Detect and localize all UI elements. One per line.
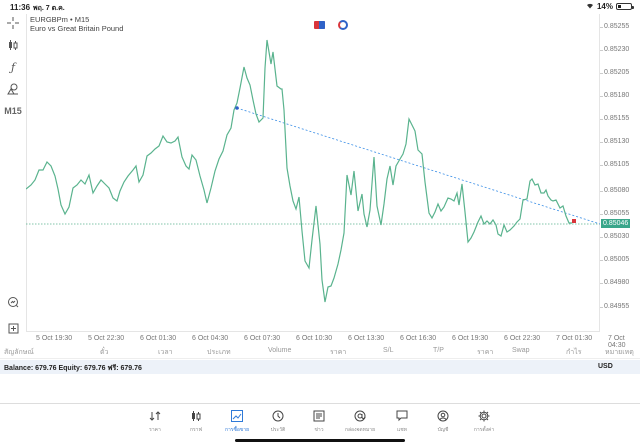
wifi-icon [586, 2, 594, 11]
function-icon[interactable]: ƒ [10, 60, 16, 74]
x-tick: 6 Oct 04:30 [192, 335, 229, 342]
home-indicator[interactable] [235, 439, 405, 442]
x-tick: 6 Oct 10:30 [296, 335, 333, 342]
tab-label: กราฟ [189, 427, 203, 433]
y-tick: 0.85105 [599, 161, 630, 168]
new-order-icon[interactable] [4, 319, 22, 337]
crosshair-icon[interactable] [4, 14, 22, 32]
x-tick: 6 Oct 01:30 [140, 335, 177, 342]
x-tick: 5 Oct 22:30 [88, 335, 125, 342]
currency: USD [598, 363, 613, 370]
tab-label: กล่องจดหมาย [344, 427, 376, 433]
x-tick: 6 Oct 19:30 [452, 335, 489, 342]
tab-mailbox[interactable]: กล่องจดหมาย [340, 409, 380, 434]
tab-label: การตั้งค่า [473, 427, 495, 433]
y-tick: 0.85255 [599, 23, 630, 30]
x-tick: 7 Oct 04:30 [608, 335, 626, 349]
trade-signal-icon[interactable] [4, 293, 22, 311]
price-line-plot [26, 39, 600, 303]
quotes-icon [148, 409, 162, 423]
chat-icon [395, 409, 409, 423]
tab-label: บัญชี [437, 427, 449, 433]
col-symbol[interactable]: สัญลักษณ์ [4, 349, 34, 356]
col-time[interactable]: เวลา [158, 349, 173, 356]
tab-label: ประวัติ [270, 427, 286, 433]
x-tick: 7 Oct 01:30 [556, 335, 593, 342]
tab-trade[interactable]: การซื้อขาย [217, 409, 257, 434]
x-tick: 5 Oct 19:30 [36, 335, 73, 342]
y-tick: 0.85005 [599, 256, 630, 263]
trendline-end-handle[interactable] [572, 219, 576, 223]
positions-table-header: สัญลักษณ์ ตั๋ว เวลา ประเภท Volume ราคา S… [0, 345, 640, 359]
tab-label: ข่าว [314, 427, 324, 433]
y-tick: 0.85180 [599, 92, 630, 99]
tab-news[interactable]: ข่าว [299, 409, 339, 434]
tab-settings[interactable]: การตั้งค่า [464, 409, 504, 434]
tab-quotes[interactable]: ราคา [135, 409, 175, 434]
balance-text: Balance: 679.76 Equity: 679.76 ฟรี: 679.… [4, 365, 142, 372]
tab-history[interactable]: ประวัติ [258, 409, 298, 434]
x-tick: 6 Oct 07:30 [244, 335, 281, 342]
y-tick: 0.85080 [599, 187, 630, 194]
status-bar: 11:36 พฤ. 7 ต.ค. 14% [0, 0, 640, 14]
col-price-current[interactable]: ราคา [477, 349, 494, 356]
current-price-label: 0.85046 [601, 219, 631, 228]
battery-icon [616, 3, 634, 10]
tab-chart[interactable]: กราฟ [176, 409, 216, 434]
tab-account[interactable]: บัญชี [423, 409, 463, 434]
timeframe-button[interactable]: M15 [4, 106, 22, 116]
history-icon [271, 409, 285, 423]
price-axis: 0.85255 0.85230 0.85205 0.85180 0.85155 … [599, 14, 640, 332]
y-tick: 0.85155 [599, 115, 630, 122]
x-tick: 6 Oct 22:30 [504, 335, 541, 342]
chart-frame [26, 14, 600, 332]
trendline-start-handle[interactable] [235, 106, 239, 110]
y-tick: 0.84980 [599, 279, 630, 286]
tab-label: แชท [397, 427, 407, 433]
y-tick: 0.85205 [599, 69, 630, 76]
tab-chat[interactable]: แชท [382, 409, 422, 434]
trade-icon [230, 409, 244, 423]
x-tick: 6 Oct 13:30 [348, 335, 385, 342]
col-profit[interactable]: กำไร [566, 349, 582, 356]
symbol-description: Euro vs Great Britain Pound [30, 24, 124, 33]
y-tick: 0.85030 [599, 233, 630, 240]
y-tick: 0.85230 [599, 46, 630, 53]
y-tick: 0.84955 [599, 303, 630, 310]
date: พฤ. 7 ต.ค. [33, 5, 65, 12]
y-tick: 0.85130 [599, 138, 630, 145]
chart-icon [189, 409, 203, 423]
col-volume[interactable]: Volume [268, 347, 292, 354]
chart-center-icons [314, 20, 348, 30]
price-chart[interactable]: EURGBPm • M15 Euro vs Great Britain Poun… [26, 14, 640, 349]
col-ticket[interactable]: ตั๋ว [100, 349, 109, 356]
tab-label: ราคา [149, 427, 161, 433]
col-swap[interactable]: Swap [512, 347, 530, 354]
mailbox-icon [353, 409, 367, 423]
clock: 11:36 [10, 3, 31, 12]
col-type[interactable]: ประเภท [207, 349, 231, 356]
settings-icon [477, 409, 491, 423]
battery-percent: 14% [596, 2, 613, 11]
col-price[interactable]: ราคา [330, 349, 347, 356]
chart-toolbar: ƒ M15 [0, 14, 26, 333]
time-axis: 5 Oct 19:30 5 Oct 22:30 6 Oct 01:30 6 Oc… [26, 332, 640, 349]
account-icon [436, 409, 450, 423]
objects-icon[interactable] [4, 80, 22, 98]
col-comment[interactable]: หมายเหตุ [605, 349, 634, 356]
account-balance-bar: Balance: 679.76 Equity: 679.76 ฟรี: 679.… [0, 360, 640, 374]
col-tp[interactable]: T/P [433, 347, 444, 354]
news-icon [312, 409, 326, 423]
indicators-icon[interactable] [4, 36, 22, 54]
one-click-trading-icon[interactable] [314, 21, 325, 29]
tab-label: การซื้อขาย [224, 427, 250, 433]
y-tick: 0.85055 [599, 210, 630, 217]
symbol-name: EURGBPm • M15 [30, 15, 90, 24]
x-tick: 6 Oct 16:30 [400, 335, 437, 342]
col-sl[interactable]: S/L [383, 347, 394, 354]
chart-symbol-info: EURGBPm • M15 Euro vs Great Britain Poun… [30, 15, 123, 33]
trade-levels-icon[interactable] [338, 20, 348, 30]
